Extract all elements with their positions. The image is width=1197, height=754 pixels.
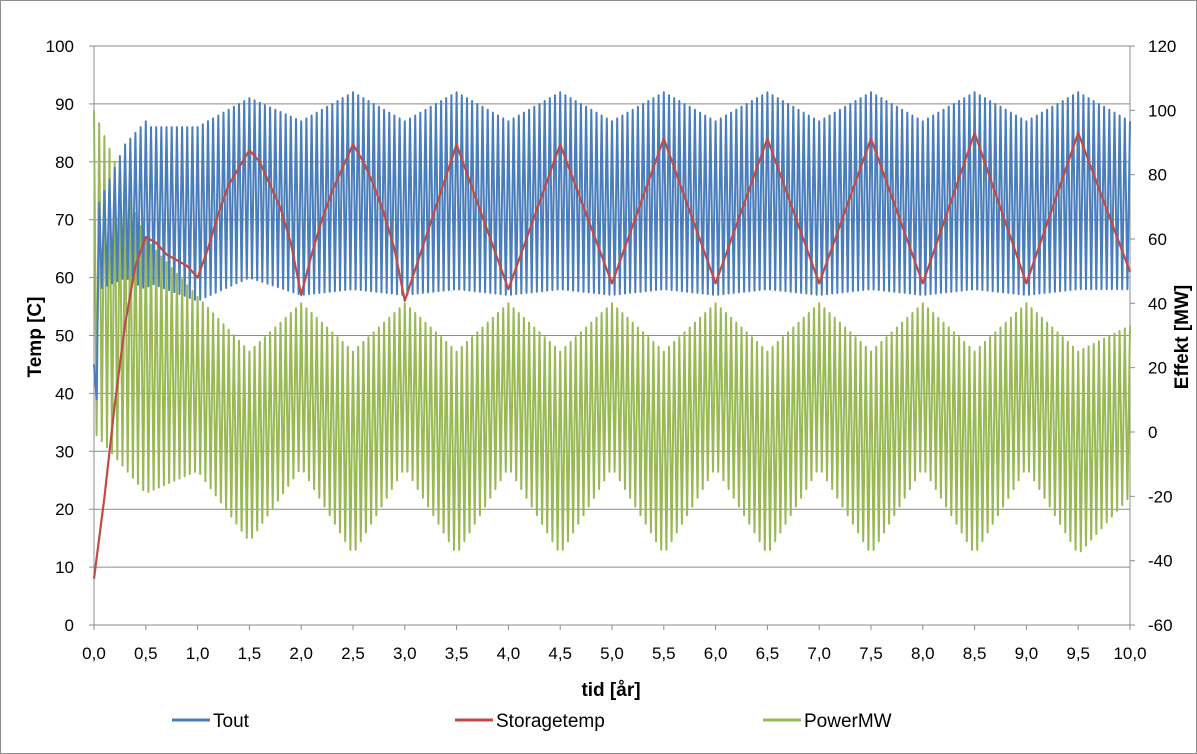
x-tick-label: 1,0 [186,644,210,663]
x-tick-label: 5,0 [600,644,624,663]
legend: Tout Storagetemp PowerMW [172,711,892,732]
x-tick-label: 8,0 [911,644,935,663]
x-tick-label: 7,0 [807,644,831,663]
legend-powermw-label: PowerMW [804,711,892,732]
x-tick-label: 9,5 [1066,644,1090,663]
x-tick-label: 6,5 [756,644,780,663]
x-tick-label: 2,0 [289,644,313,663]
series-line-powermw [93,110,1131,553]
y2-tick-label: 80 [1148,166,1167,185]
y2-axis-title: Effekt [MW] [1172,285,1193,389]
y-tick-label: 90 [55,95,74,114]
series-line-tout [93,91,1131,401]
x-tick-label: 3,0 [393,644,417,663]
y-axis-title: Temp [C] [25,297,46,378]
y2-tick-label: 120 [1148,37,1176,56]
y-tick-label: 80 [55,153,74,172]
series-lines [92,91,1132,579]
legend-storagetemp-label: Storagetemp [496,711,605,732]
x-tick-label: 9,0 [1015,644,1039,663]
x-tick-label: 1,5 [238,644,262,663]
y2-tick-label: -60 [1148,616,1173,635]
x-tick-label: 0,5 [134,644,158,663]
x-tick-label: 2,5 [341,644,365,663]
y-tick-label: 70 [55,211,74,230]
y2-tick-label: 100 [1148,101,1176,120]
y-tick-label: 10 [55,558,74,577]
x-tick-label: 3,5 [445,644,469,663]
y-tick-label: 40 [55,384,74,403]
y2-tick-label: 0 [1148,423,1157,442]
legend-tout-label: Tout [213,711,250,732]
y2-tick-label: 20 [1148,359,1167,378]
y2-tick-label: 60 [1148,230,1167,249]
x-tick-label: 5,5 [652,644,676,663]
y2-tick-label: -40 [1148,552,1173,571]
y-tick-label: 30 [55,442,74,461]
y-tick-label: 50 [55,327,74,346]
y-tick-label: 20 [55,500,74,519]
y2-tick-label: 40 [1148,294,1167,313]
y2-tick-label: -20 [1148,487,1173,506]
series-line-storagetemp [92,131,1132,579]
x-axis-title: tid [år] [581,680,640,701]
x-tick-label: 10,0 [1113,644,1146,663]
x-tick-label: 0,0 [82,644,106,663]
x-tick-label: 8,5 [963,644,987,663]
y-tick-label: 100 [46,37,74,56]
x-tick-label: 4,0 [497,644,521,663]
x-tick-label: 7,5 [859,644,883,663]
x-tick-label: 6,0 [704,644,728,663]
x-tick-label: 4,5 [548,644,572,663]
y-tick-label: 60 [55,269,74,288]
y-tick-label: 0 [65,616,74,635]
tick-labels: 0 10 20 30 40 50 60 70 80 90 100 -60 -40 -20 0 20 40 60 80… [46,37,1177,663]
